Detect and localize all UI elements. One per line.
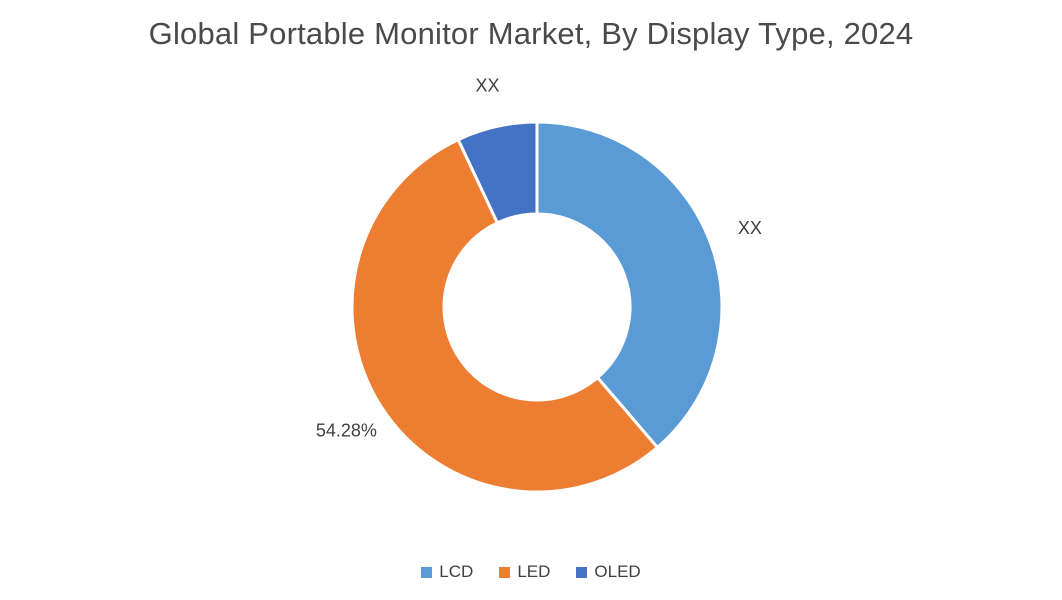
donut-segment-led [350,138,659,494]
legend-swatch-oled [576,566,588,578]
legend-item-oled: OLED [576,562,641,582]
legend-label-lcd: LCD [439,562,474,581]
donut-segment-lcd [535,120,724,449]
data-label-led: 54.28% [316,420,377,440]
legend-item-lcd: LCD [421,562,473,582]
legend-swatch-led [499,566,511,578]
donut-segment-oled [456,120,539,225]
chart-title: Global Portable Monitor Market, By Displ… [148,16,914,51]
data-label-lcd: XX [738,218,762,238]
chart-legend: LCD LED OLED [0,562,1062,582]
data-label-oled: XX [475,75,499,95]
legend-label-oled: OLED [594,562,641,581]
legend-label-led: LED [517,562,551,581]
legend-item-led: LED [499,562,550,582]
legend-swatch-lcd [421,566,433,578]
